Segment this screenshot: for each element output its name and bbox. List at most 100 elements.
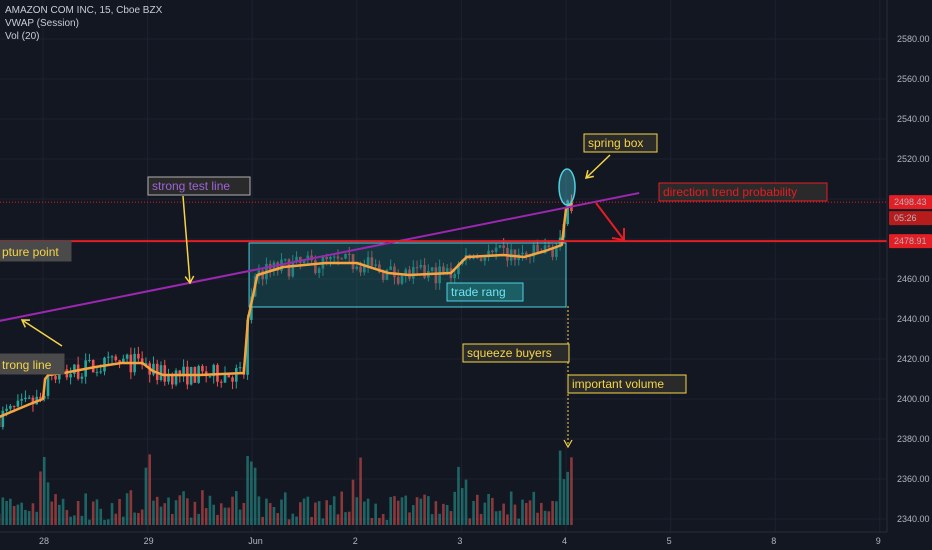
volume-bar [404, 495, 408, 525]
legend-vwap[interactable]: VWAP (Session) [5, 18, 79, 29]
candle-body [332, 256, 336, 258]
candle-body [558, 237, 562, 247]
volume-bar [562, 479, 566, 525]
volume-bar [20, 502, 23, 525]
volume-bar [427, 496, 430, 525]
volume-bar [385, 519, 389, 525]
annotation-text: strong test line [152, 179, 230, 193]
volume-bar [479, 513, 483, 525]
volume-bar [272, 506, 276, 525]
candle-body [521, 252, 524, 255]
volume-bar [347, 511, 351, 525]
annotation-text: spring box [588, 136, 643, 150]
volume-bar [231, 496, 234, 525]
candle-body [404, 269, 408, 276]
legend-volume[interactable]: Vol (20) [5, 31, 40, 42]
volume-bar [517, 518, 521, 525]
time-tick-label: 5 [667, 536, 672, 546]
arrow-shaft [595, 202, 625, 241]
price-badge-text: 2478.91 [894, 236, 927, 246]
candle-body [396, 277, 400, 284]
volume-bar [24, 509, 27, 525]
candle-body [152, 363, 155, 375]
time-tick-label: Jun [248, 536, 263, 546]
volume-bar [449, 511, 453, 525]
volume-bar [317, 501, 321, 525]
strong-line-arrow [20, 319, 63, 347]
arrow-head [20, 319, 31, 328]
candle-body [513, 249, 517, 260]
volume-bar [483, 502, 487, 525]
arrow-shaft [182, 195, 191, 284]
volume-bar [551, 500, 554, 525]
candle-body [411, 267, 415, 279]
annotation-direction-trend: direction trend probability [658, 182, 828, 202]
arrow-head [584, 170, 594, 179]
annotation-box [462, 343, 570, 363]
candle-body [336, 256, 340, 259]
candle-body [329, 256, 332, 260]
candle-body [370, 257, 374, 266]
volume-bar [46, 482, 50, 525]
candle-body [536, 244, 539, 252]
candle-body [140, 358, 144, 365]
price-tick-label: 2380.00 [897, 434, 930, 444]
spring-ellipse [558, 168, 576, 206]
annotation-box [147, 176, 251, 196]
volume-bar [306, 496, 310, 525]
volume-bar [540, 502, 543, 525]
volume-bar [186, 498, 189, 525]
volume-bar [336, 514, 340, 525]
volume-bar [27, 511, 31, 525]
volume-bar [374, 503, 377, 525]
annotation-text: important volume [572, 377, 664, 391]
candle-body [532, 244, 536, 257]
volume-bar [321, 518, 325, 525]
candle-body [453, 274, 457, 279]
time-tick-label: 4 [562, 536, 567, 546]
volume-bar [16, 504, 20, 525]
volume-bar [219, 503, 223, 525]
volume-bar [491, 497, 494, 525]
candle-body [306, 255, 310, 261]
arrow-head [611, 228, 625, 242]
candle-body [374, 264, 377, 266]
candle-body [125, 354, 129, 359]
last-price-badge: 2498.43 [889, 195, 932, 210]
volume-bar [299, 502, 302, 525]
volume-bar [238, 509, 242, 525]
legend-symbol[interactable]: AMAZON COM INC, 15, Cboe BZX [5, 5, 163, 16]
volume-bar [61, 498, 65, 525]
candle-body [457, 263, 460, 275]
annotation-box [0, 353, 65, 375]
candle-body [227, 374, 231, 378]
candle-body [389, 266, 392, 270]
volume-bar [84, 493, 87, 525]
volume-bar [536, 512, 539, 525]
candle-body [317, 268, 321, 274]
volume-bar [208, 495, 212, 525]
candle-body [9, 405, 12, 409]
candle-body [566, 200, 569, 225]
volume-bar [310, 516, 313, 525]
candle-body [80, 376, 84, 379]
volume-bar [509, 491, 513, 525]
candle-body [31, 397, 35, 405]
volume-bar [280, 499, 283, 525]
volume-bar [5, 500, 8, 525]
volume-bar [189, 517, 193, 525]
volume-bar [442, 503, 445, 525]
annotation-text: squeeze buyers [467, 346, 552, 360]
candle-body [174, 370, 178, 385]
volume-bar [332, 496, 336, 525]
volume-bar [114, 513, 118, 525]
annotation-trade-range: trade rang [446, 282, 524, 302]
price-tick-label: 2540.00 [897, 114, 930, 124]
candle-body [547, 245, 551, 248]
volume-bar [73, 515, 76, 525]
volume-series [0, 450, 573, 525]
candle-body [472, 257, 475, 259]
volume-bar [359, 457, 362, 525]
